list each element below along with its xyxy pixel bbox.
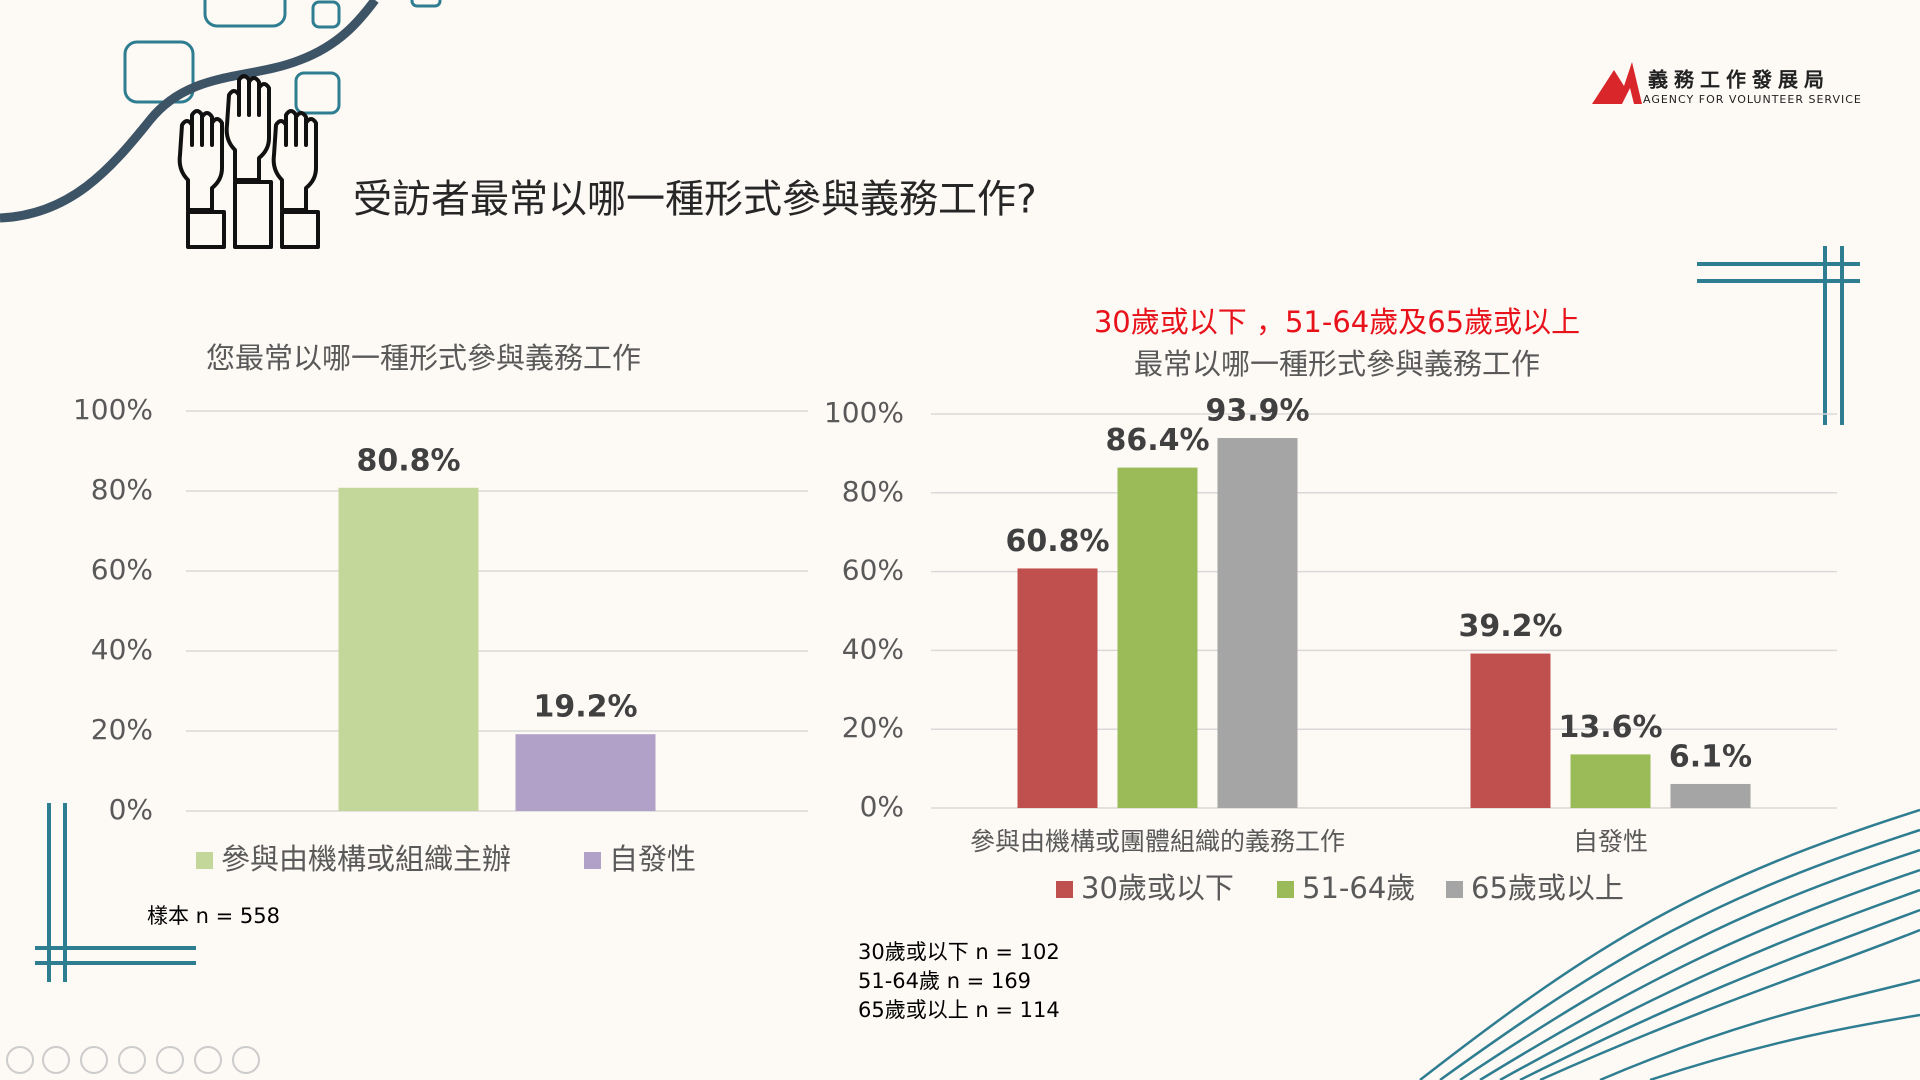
line-decoration xyxy=(35,246,1860,982)
y-tick-label: 0% xyxy=(109,793,153,826)
curve-decoration xyxy=(0,0,379,223)
y-tick-label: 40% xyxy=(91,633,153,666)
bar xyxy=(1670,783,1751,808)
y-tick-label: 100% xyxy=(73,393,153,426)
y-tick-label: 60% xyxy=(842,554,904,587)
value-label: 13.6% xyxy=(1558,710,1662,745)
sample-note: 樣本 n = 558 xyxy=(147,904,280,928)
legend-swatch xyxy=(1056,881,1073,898)
value-label: 93.9% xyxy=(1205,394,1309,429)
legend-label: 30歲或以下 xyxy=(1081,871,1234,905)
toolbar[interactable] xyxy=(6,1046,260,1074)
legend-swatch xyxy=(1446,881,1463,898)
y-tick-label: 80% xyxy=(842,475,904,508)
bar xyxy=(338,487,479,811)
y-tick-label: 20% xyxy=(842,711,904,744)
value-label: 19.2% xyxy=(533,690,637,725)
y-tick-label: 80% xyxy=(91,473,153,506)
logo-name: 義務工作發展局 xyxy=(1648,68,1830,92)
sample-note: 51-64歲 n = 169 xyxy=(858,969,1031,993)
logo-mark xyxy=(1592,62,1642,104)
bar xyxy=(1117,467,1198,808)
legend-label: 參與由機構或組織主辦 xyxy=(221,842,511,876)
x-tick-label: 參與由機構或團體組織的義務工作 xyxy=(970,827,1345,856)
y-tick-label: 40% xyxy=(842,632,904,665)
hands-icon xyxy=(177,74,320,249)
chart-subtitle: 30歲或以下 ，51-64歲及65歲或以上 xyxy=(1094,305,1580,339)
x-tick-label: 自發性 xyxy=(1573,827,1648,856)
y-tick-label: 20% xyxy=(91,713,153,746)
chart-title: 最常以哪一種形式參與義務工作 xyxy=(1134,347,1540,381)
value-label: 60.8% xyxy=(1005,524,1109,559)
wave-decoration xyxy=(1419,808,1920,1080)
bar xyxy=(515,734,656,811)
value-label: 80.8% xyxy=(356,443,460,478)
logo-english: AGENCY FOR VOLUNTEER SERVICE xyxy=(1643,93,1862,106)
decoration xyxy=(123,0,442,115)
legend-label: 51-64歲 xyxy=(1302,871,1415,905)
y-tick-label: 0% xyxy=(860,790,904,823)
y-tick-label: 100% xyxy=(824,396,904,429)
y-tick-label: 60% xyxy=(91,553,153,586)
bar xyxy=(1470,653,1551,808)
bar xyxy=(1217,438,1298,808)
slide-title: 受訪者最常以哪一種形式參與義務工作? xyxy=(353,178,1037,223)
legend-swatch xyxy=(1277,881,1294,898)
sample-note: 30歲或以下 n = 102 xyxy=(858,940,1060,964)
bar xyxy=(1017,568,1098,808)
chart-title: 您最常以哪一種形式參與義務工作 xyxy=(206,341,641,375)
value-label: 39.2% xyxy=(1458,609,1562,644)
bar xyxy=(1570,754,1651,808)
legend-label: 65歲或以上 xyxy=(1471,871,1624,905)
legend-swatch xyxy=(196,852,213,869)
value-label: 86.4% xyxy=(1105,423,1209,458)
sample-note: 65歲或以上 n = 114 xyxy=(858,998,1060,1022)
value-label: 6.1% xyxy=(1669,739,1752,774)
legend-label: 自發性 xyxy=(609,842,696,876)
legend-swatch xyxy=(584,852,601,869)
